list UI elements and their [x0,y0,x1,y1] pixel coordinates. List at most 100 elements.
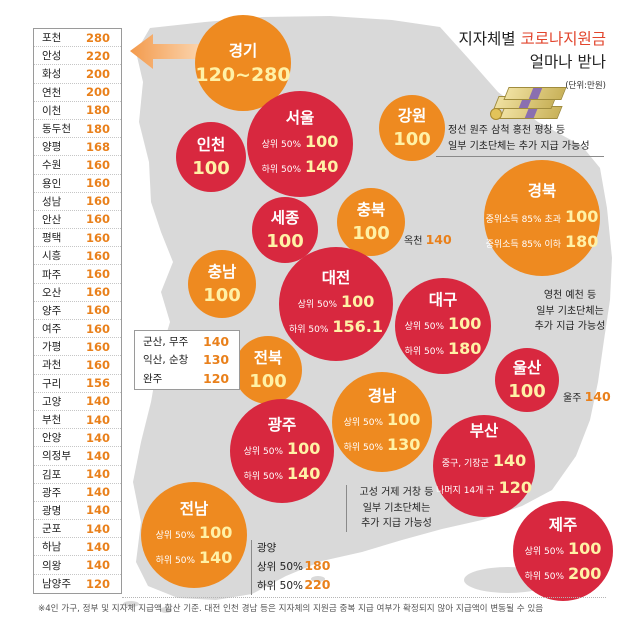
note-line: 추가 지급 가능성 [361,518,432,529]
note-amount: 140 [584,389,611,404]
region-circle-gangwon: 강원 100 [379,95,445,161]
city-amount: 280 [86,30,111,45]
city-name: 오산 [42,286,62,299]
note-amount: 220 [304,577,331,592]
amount-label: 하위 50% [261,164,302,175]
city-amount: 156 [86,376,111,391]
amount-row: 상위 50% 100 [298,291,375,316]
amount-row: 상위 50% 100 [405,313,482,338]
list-item: 화성 200 [34,65,121,84]
city-amount: 140 [86,521,111,536]
city-amount: 140 [86,558,111,573]
amount-value: 100 [568,538,602,558]
amount-label: 하위 50% [288,324,329,335]
list-item: 완주 120 [143,369,239,388]
amount-label: 하위 50% [524,571,565,582]
amount-row: 상위 50% 100 [262,131,339,156]
bill-shape [503,87,567,100]
amount-value: 100 [287,438,321,458]
list-item: 동두천 180 [34,120,121,139]
list-item: 성남 160 [34,193,121,211]
note-line: 일부 기초단체는 추가 지급 가능성 [448,140,590,152]
amount-row: 중위소득 85% 초과 100 [486,206,599,231]
note-line: 일부 기초단체는 [536,305,604,317]
region-name: 충북 [356,200,386,219]
title-highlight: 코로나지원금 [520,30,606,48]
list-item: 부천 140 [34,411,121,430]
amount-value: 100 [341,291,375,311]
list-item: 김포 140 [34,466,121,484]
city-name: 광명 [42,504,62,517]
note-label: 익산, 순창 [143,354,189,367]
note-amount: 130 [203,352,230,368]
list-item: 군산, 무주 140 [143,332,239,351]
list-item: 안성 220 [34,47,121,66]
city-name: 양평 [42,141,62,154]
note-label: 완주 [143,372,163,385]
amount-row: 상위 50% 100 [525,538,602,563]
amount-row: 하위 50% 130 [344,434,421,459]
city-name: 화성 [42,68,62,81]
city-name: 고양 [42,395,62,408]
amount-label: 상위 50% [404,321,445,332]
city-name: 동두천 [42,123,71,136]
list-item: 가평 160 [34,338,121,357]
note-amount: 140 [203,333,230,349]
amount-label: 상위 50% [261,139,302,150]
city-amount: 180 [86,103,111,118]
city-name: 안산 [42,213,62,226]
region-circle-daejeon: 대전 상위 50% 100 하위 50% 156.1 [279,247,393,361]
amount-value: 180 [448,338,482,358]
amount-row: 하위 50% 200 [525,563,602,588]
region-circle-jeonbuk: 전북 100 [234,336,302,404]
gwangyang-note: 광양 상위 50% 180 하위 50% 220 [251,540,330,595]
title-prefix: 지자체별 [458,30,516,48]
note-label: 하위 50% [257,580,303,592]
amount-row: 중위소득 85% 이하 180 [486,231,599,256]
amount-row: 하위 50% 220 [257,576,330,595]
city-amount: 200 [86,85,111,100]
city-name: 시흥 [42,250,62,263]
region-circle-incheon: 인천 100 [176,122,246,192]
jeonbuk-extra-box: 군산, 무주 140 익산, 순창 130 완주 120 [134,330,240,390]
list-item: 파주 160 [34,265,121,284]
city-amount: 140 [86,467,111,482]
amount-row: 중구, 기장군 140 [442,449,527,476]
region-circle-seoul: 서울 상위 50% 100 하위 50% 140 [247,91,353,197]
amount-value: 140 [305,156,339,176]
city-amount: 160 [86,230,111,245]
island-shape [311,576,325,582]
amount-row: 하위 50% 140 [156,547,233,572]
region-amount: 100 [192,157,230,179]
island-shape [160,607,172,613]
city-name: 의왕 [42,559,62,572]
list-item: 용인 160 [34,175,121,193]
amount-value: 100 [199,522,233,542]
amount-label: 하위 50% [404,346,445,357]
region-circle-gwangju: 광주 상위 50% 100 하위 50% 140 [230,399,334,503]
region-name: 울산 [512,358,542,377]
region-amount: 120~280 [195,63,291,86]
amount-label: 상위 50% [243,446,284,457]
region-name: 서울 [285,108,315,127]
city-amount: 140 [86,539,111,554]
region-amount: 100 [249,370,287,392]
list-item: 양평 168 [34,138,121,157]
title-block: 지자체별 코로나지원금 얼마나 받나 (단위:만원) [458,28,606,92]
list-item: 양주 160 [34,302,121,320]
city-amount: 160 [86,212,111,227]
region-amount: 100 [393,128,431,150]
note-label: 옥천 [404,236,423,247]
list-item: 이천 180 [34,102,121,120]
note-line: 고성 거제 거창 등 [359,487,434,498]
region-circle-gyeonggi: 경기 120~280 [195,15,291,111]
region-name: 강원 [397,106,427,125]
region-name: 충남 [207,262,237,281]
region-name: 대전 [321,268,351,287]
note-line: 추가 지급 가능성 [534,321,606,332]
region-circle-chungbuk: 충북 100 [337,188,405,256]
amount-value: 120 [498,478,532,497]
region-name: 제주 [548,515,578,534]
island-shape [123,601,139,607]
